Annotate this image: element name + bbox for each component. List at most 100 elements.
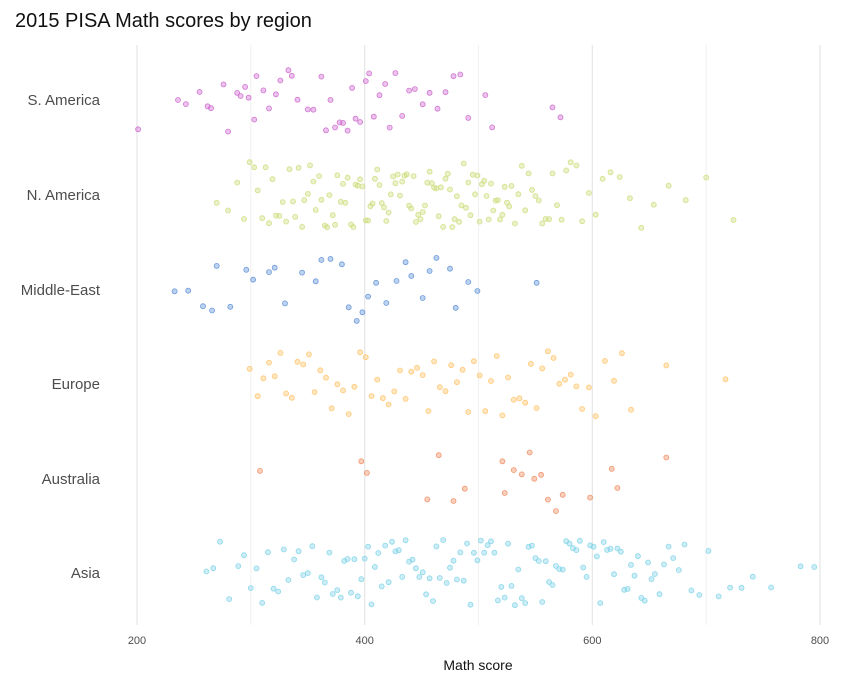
data-point [329,212,336,219]
category-labels: S. America N. America Middle-East Europe Aus… [21,92,101,582]
data-point [363,469,370,476]
data-point [243,266,250,273]
data-point [386,124,393,131]
data-point [549,104,556,111]
data-point [586,190,592,196]
data-point [483,193,490,199]
data-point [323,374,329,381]
data-point [285,577,292,583]
data-point [374,376,381,383]
data-point [417,216,424,223]
data-point [321,579,328,586]
data-point [628,562,634,568]
data-point [488,538,494,545]
data-point [304,570,311,576]
data-point [264,549,271,556]
data-point [631,572,638,579]
data-point [522,399,529,406]
data-point [619,350,625,357]
data-point [501,183,508,190]
data-point [362,78,369,84]
data-point [345,304,352,311]
data-point [597,600,604,606]
data-point [515,566,522,573]
data-point [237,93,244,99]
data-point [599,175,606,182]
data-point [450,498,457,504]
data-point [175,97,181,103]
data-point [260,375,267,382]
data-point [600,539,607,545]
data-point [442,175,449,182]
data-point [426,89,433,96]
data-point [411,86,418,92]
data-point [456,218,463,225]
data-point [266,269,272,276]
data-point [648,576,655,582]
data-point [641,597,648,604]
data-point [414,364,420,371]
data-point [567,159,574,166]
data-point [213,262,220,269]
data-point [545,496,551,503]
data-point [738,584,745,591]
data-point [529,542,535,549]
data-point [247,585,254,591]
data-point [459,366,466,373]
data-point [394,171,401,178]
data-point [286,166,293,173]
data-point [262,164,269,171]
data-point [467,212,474,219]
data-point [549,170,556,177]
data-point [539,365,546,372]
data-point [768,584,774,591]
data-point [516,395,523,402]
data-point [327,255,334,262]
data-point [323,127,329,134]
data-point [556,380,563,387]
data-point [461,485,468,492]
data-point [797,563,804,570]
data-point [447,564,453,571]
data-point [440,223,447,230]
data-point [359,309,366,316]
data-point [607,545,614,552]
data-point [383,300,390,306]
data-point [539,599,546,605]
data-point [481,549,488,556]
data-point [275,588,282,595]
data-point [334,172,341,179]
data-point [430,598,436,604]
data-point [365,293,372,300]
data-point [450,73,457,80]
data-point [727,584,733,591]
data-point [522,600,529,606]
data-point [443,580,450,586]
data-point [270,585,277,592]
data-point [663,362,670,369]
data-point [369,200,376,207]
data-point [696,592,703,598]
data-point [349,85,356,91]
data-point [501,594,508,601]
data-point [272,91,279,98]
data-point [670,555,677,561]
data-point [535,558,542,564]
data-point [512,220,518,227]
data-point [332,124,339,131]
data-point [494,597,501,604]
data-point [538,471,544,478]
data-point [382,81,389,87]
data-point [607,169,614,176]
data-point [312,206,319,213]
data-point [226,596,233,602]
data-point [482,408,489,415]
data-point [474,172,481,179]
data-point [304,106,311,113]
data-point [611,571,617,578]
data-point [703,174,710,181]
data-point [365,217,372,224]
data-point [470,549,477,556]
data-point [185,287,192,294]
